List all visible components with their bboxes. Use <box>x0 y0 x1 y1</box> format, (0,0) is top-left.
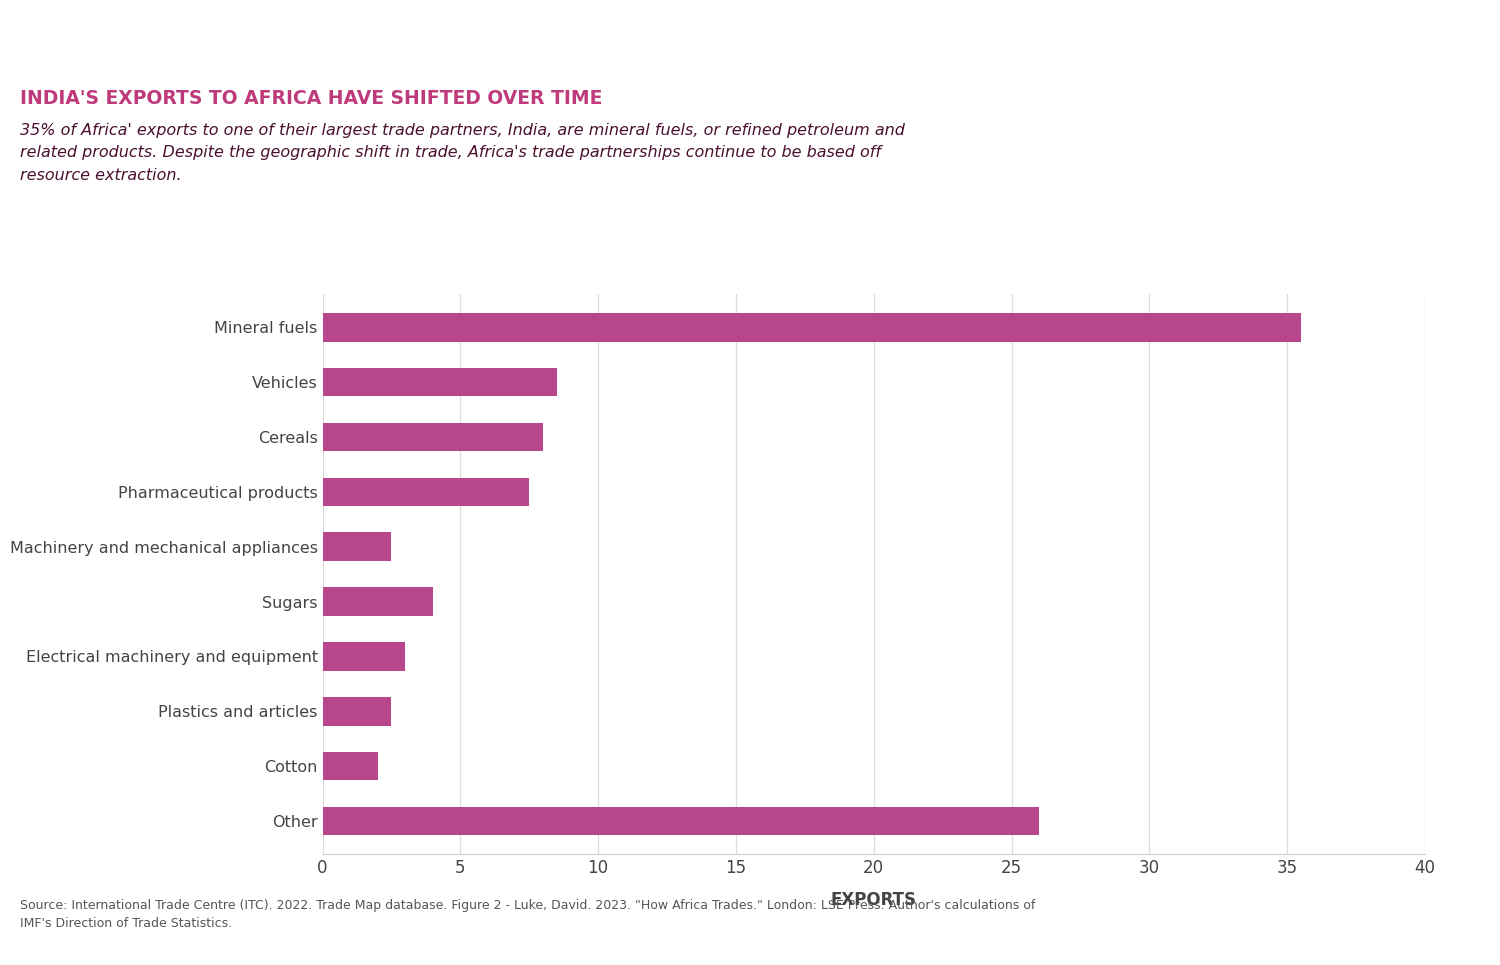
Bar <box>322 588 432 616</box>
Bar <box>322 807 1040 836</box>
Bar <box>322 752 378 781</box>
Bar <box>322 423 543 452</box>
X-axis label: EXPORTS: EXPORTS <box>831 891 916 909</box>
Text: INDIA'S EXPORTS TO AFRICA HAVE SHIFTED OVER TIME: INDIA'S EXPORTS TO AFRICA HAVE SHIFTED O… <box>20 89 602 108</box>
Bar <box>322 313 1300 342</box>
Bar <box>322 368 556 397</box>
Text: 35% of Africa' exports to one of their largest trade partners, India, are minera: 35% of Africa' exports to one of their l… <box>20 123 904 183</box>
Bar <box>322 478 530 506</box>
Bar <box>322 533 392 561</box>
Text: Source: International Trade Centre (ITC). 2022. Trade Map database. Figure 2 - L: Source: International Trade Centre (ITC)… <box>20 899 1035 930</box>
Bar <box>322 697 392 726</box>
Text: FIGURE 14: FIGURE 14 <box>20 26 142 45</box>
Bar <box>322 643 405 671</box>
